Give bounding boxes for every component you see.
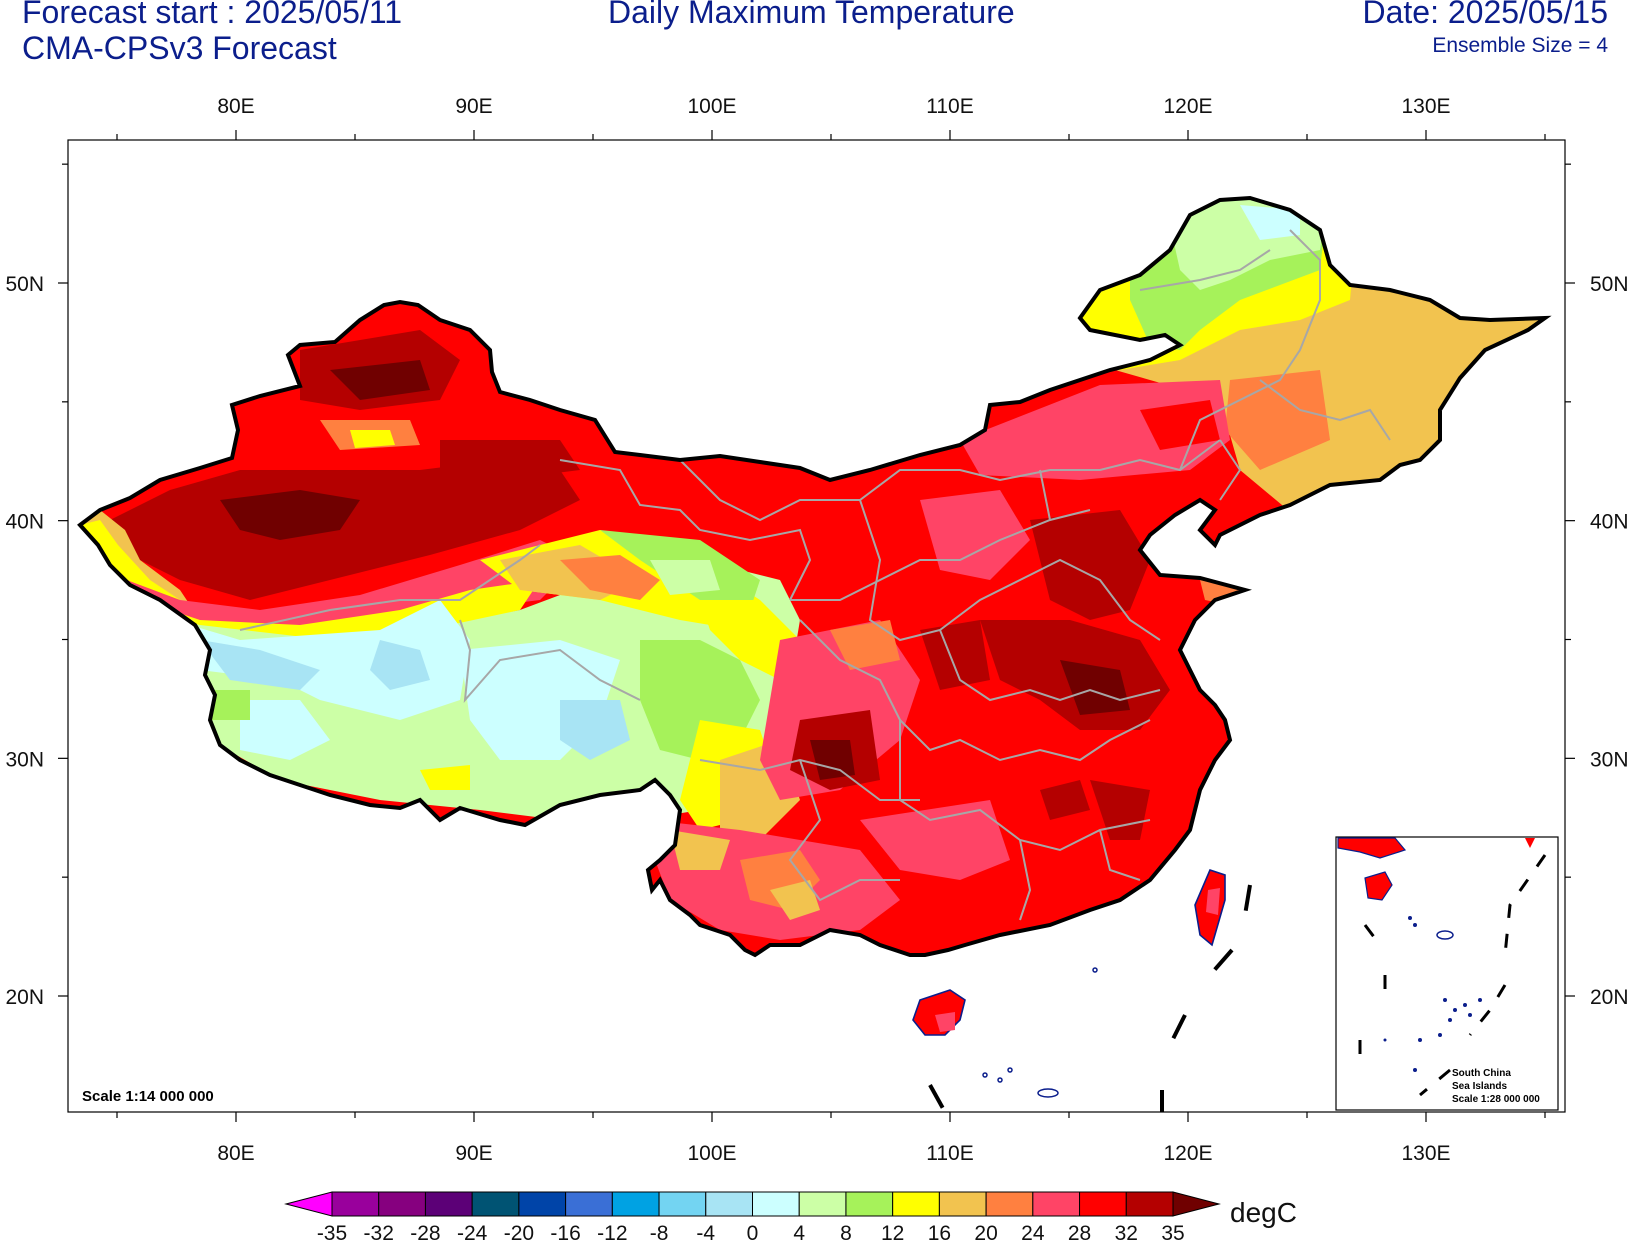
lat-label-left: 20N bbox=[5, 986, 44, 1009]
scs-islands bbox=[982, 967, 1098, 1098]
inset-note-3: Scale 1:28 000 000 bbox=[1452, 1094, 1540, 1105]
colorbar-level-label: 32 bbox=[1115, 1222, 1138, 1241]
colorbar-box bbox=[611, 1191, 660, 1217]
colorbar-box bbox=[518, 1191, 567, 1217]
lon-label-bottom: 90E bbox=[455, 1142, 492, 1165]
lon-label-bottom: 100E bbox=[687, 1142, 736, 1165]
hainan-core bbox=[935, 1012, 955, 1032]
colorbar: -35 -32 -28 -24 -20 -16 -12 -8 -4 0 4 8 12 16 20 24 28 32… bbox=[284, 1191, 1221, 1241]
colorbar-level-label: -20 bbox=[504, 1222, 534, 1241]
colorbar-level-label: 0 bbox=[747, 1222, 759, 1241]
forecast-start-label: Forecast start : 2025/05/11 bbox=[22, 0, 403, 30]
colorbar-box bbox=[1032, 1191, 1081, 1217]
map-title: Daily Maximum Temperature bbox=[608, 0, 1015, 30]
colorbar-box bbox=[1079, 1191, 1127, 1217]
colorbar-upper-arrow bbox=[1172, 1191, 1221, 1217]
scs-inset: South China Sea Islands Scale 1:28 000 0… bbox=[1335, 836, 1559, 1111]
colorbar-box bbox=[471, 1191, 520, 1217]
scale-note: Scale 1:14 000 000 bbox=[82, 1088, 214, 1105]
lon-label-top: 80E bbox=[217, 95, 254, 118]
lon-label-bottom: 80E bbox=[217, 1142, 254, 1165]
valid-date-label: Date: 2025/05/15 bbox=[1362, 0, 1608, 30]
lat-label-right: 40N bbox=[1590, 511, 1629, 534]
lon-label-top: 110E bbox=[926, 95, 974, 118]
colorbar-level-label: 12 bbox=[881, 1222, 904, 1241]
lat-label-right: 50N bbox=[1590, 273, 1629, 296]
colorbar-level-label: 16 bbox=[928, 1222, 951, 1241]
colorbar-level-label: -8 bbox=[650, 1222, 669, 1241]
lat-label-right: 20N bbox=[1590, 986, 1629, 1009]
colorbar-box bbox=[1125, 1191, 1174, 1217]
lon-label-bottom: 130E bbox=[1401, 1142, 1450, 1165]
lat-label-right: 30N bbox=[1590, 748, 1629, 771]
maritime-boundary-dashes bbox=[928, 884, 1252, 1113]
colorbar-level-label: -4 bbox=[696, 1222, 715, 1241]
colorbar-box bbox=[424, 1191, 473, 1217]
colorbar-box bbox=[845, 1191, 894, 1217]
lat-label-left: 50N bbox=[5, 273, 44, 296]
inset-note-2: Sea Islands bbox=[1452, 1081, 1507, 1092]
colorbar-level-label: 35 bbox=[1161, 1222, 1184, 1241]
colorbar-level-label: -28 bbox=[410, 1222, 440, 1241]
lat-label-left: 30N bbox=[5, 748, 44, 771]
lon-label-bottom: 110E bbox=[926, 1142, 974, 1165]
colorbar-level-label: 24 bbox=[1021, 1222, 1045, 1241]
colorbar-level-label: 28 bbox=[1068, 1222, 1091, 1241]
graticule-ticks: 80E 80E 90E 90E 100E 100E 110E 110E 120E 120E 130E… bbox=[5, 95, 1628, 1165]
colorbar-box bbox=[658, 1191, 707, 1217]
colorbar-box bbox=[985, 1191, 1034, 1217]
colorbar-unit: degC bbox=[1230, 1197, 1297, 1228]
colorbar-box bbox=[892, 1191, 940, 1217]
colorbar-box bbox=[798, 1191, 847, 1217]
lon-label-top: 100E bbox=[687, 95, 736, 118]
colorbar-level-label: 4 bbox=[793, 1222, 805, 1241]
colorbar-level-label: -35 bbox=[317, 1222, 347, 1241]
colorbar-level-label: -16 bbox=[550, 1222, 580, 1241]
colorbar-lower-arrow bbox=[284, 1191, 333, 1217]
taiwan-core bbox=[1206, 888, 1220, 915]
colorbar-level-label: -24 bbox=[457, 1222, 488, 1241]
lat-label-left: 40N bbox=[5, 511, 44, 534]
colorbar-level-label: 8 bbox=[840, 1222, 852, 1241]
province-borders bbox=[239, 229, 1391, 921]
colorbar-box bbox=[938, 1191, 987, 1217]
inset-note-1: South China bbox=[1452, 1068, 1511, 1079]
lon-label-top: 120E bbox=[1163, 95, 1212, 118]
model-label: CMA-CPSv3 Forecast bbox=[22, 30, 337, 66]
lon-label-bottom: 120E bbox=[1163, 1142, 1212, 1165]
colorbar-level-label: 20 bbox=[974, 1222, 997, 1241]
colorbar-box bbox=[331, 1191, 380, 1217]
colorbar-box bbox=[705, 1191, 753, 1217]
colorbar-box bbox=[752, 1191, 800, 1217]
colorbar-level-label: -32 bbox=[364, 1222, 394, 1241]
lon-label-top: 90E bbox=[455, 95, 492, 118]
colorbar-level-label: -12 bbox=[597, 1222, 627, 1241]
colorbar-box bbox=[565, 1191, 613, 1217]
ensemble-size-label: Ensemble Size = 4 bbox=[1432, 34, 1608, 57]
lon-label-top: 130E bbox=[1401, 95, 1450, 118]
colorbar-box bbox=[378, 1191, 426, 1217]
